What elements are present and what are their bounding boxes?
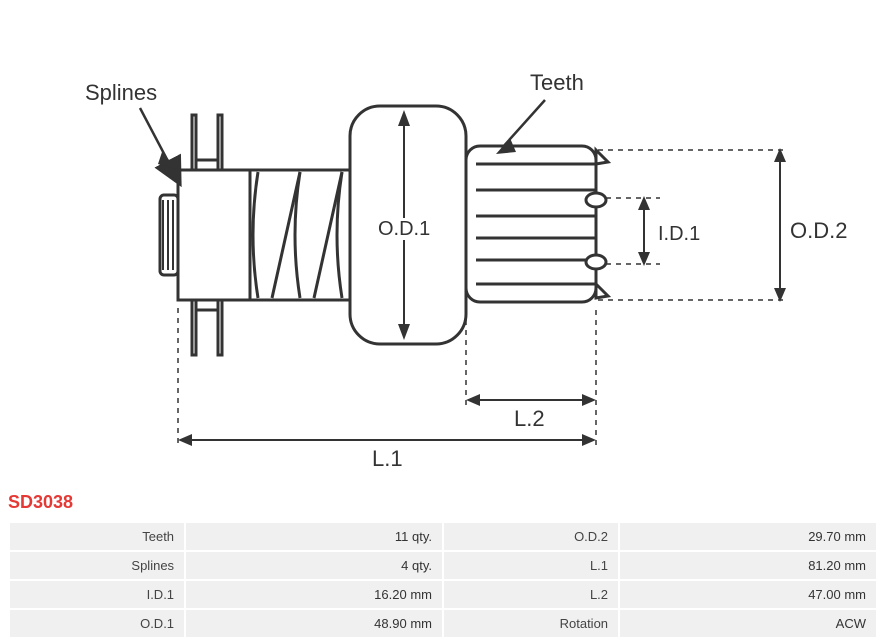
diagram-svg: Splines Teeth O.D.1 I.D.1 O.D.2 L.2 xyxy=(0,0,889,490)
spec-label: L.2 xyxy=(444,581,618,608)
spec-value: ACW xyxy=(620,610,876,637)
bore-top xyxy=(586,193,606,207)
od2-label: O.D.2 xyxy=(790,218,847,243)
spec-value: 11 qty. xyxy=(186,523,442,550)
spec-value: 29.70 mm xyxy=(620,523,876,550)
splines-label: Splines xyxy=(85,80,157,105)
l1-label: L.1 xyxy=(372,446,403,471)
spec-label: Rotation xyxy=(444,610,618,637)
table-row: I.D.116.20 mmL.247.00 mm xyxy=(10,581,876,608)
bore-bot xyxy=(586,255,606,269)
l2-label: L.2 xyxy=(514,406,545,431)
shaft-segment xyxy=(178,170,250,300)
table-row: Teeth11 qty.O.D.229.70 mm xyxy=(10,523,876,550)
spec-value: 48.90 mm xyxy=(186,610,442,637)
id1-label: I.D.1 xyxy=(658,223,700,245)
technical-diagram: Splines Teeth O.D.1 I.D.1 O.D.2 L.2 xyxy=(0,0,889,490)
spec-label: I.D.1 xyxy=(10,581,184,608)
table-row: Splines4 qty.L.181.20 mm xyxy=(10,552,876,579)
spec-label: L.1 xyxy=(444,552,618,579)
spec-label: Teeth xyxy=(10,523,184,550)
spec-value: 4 qty. xyxy=(186,552,442,579)
spec-value: 81.20 mm xyxy=(620,552,876,579)
teeth-label: Teeth xyxy=(530,70,584,95)
table-row: O.D.148.90 mmRotationACW xyxy=(10,610,876,637)
spec-label: Splines xyxy=(10,552,184,579)
spec-value: 16.20 mm xyxy=(186,581,442,608)
gear xyxy=(466,146,608,302)
part-code: SD3038 xyxy=(0,490,889,521)
spec-value: 47.00 mm xyxy=(620,581,876,608)
spec-label: O.D.1 xyxy=(10,610,184,637)
spring xyxy=(250,170,350,300)
spec-label: O.D.2 xyxy=(444,523,618,550)
od1-label: O.D.1 xyxy=(378,218,430,240)
spec-table: Teeth11 qty.O.D.229.70 mmSplines4 qty.L.… xyxy=(8,521,878,639)
